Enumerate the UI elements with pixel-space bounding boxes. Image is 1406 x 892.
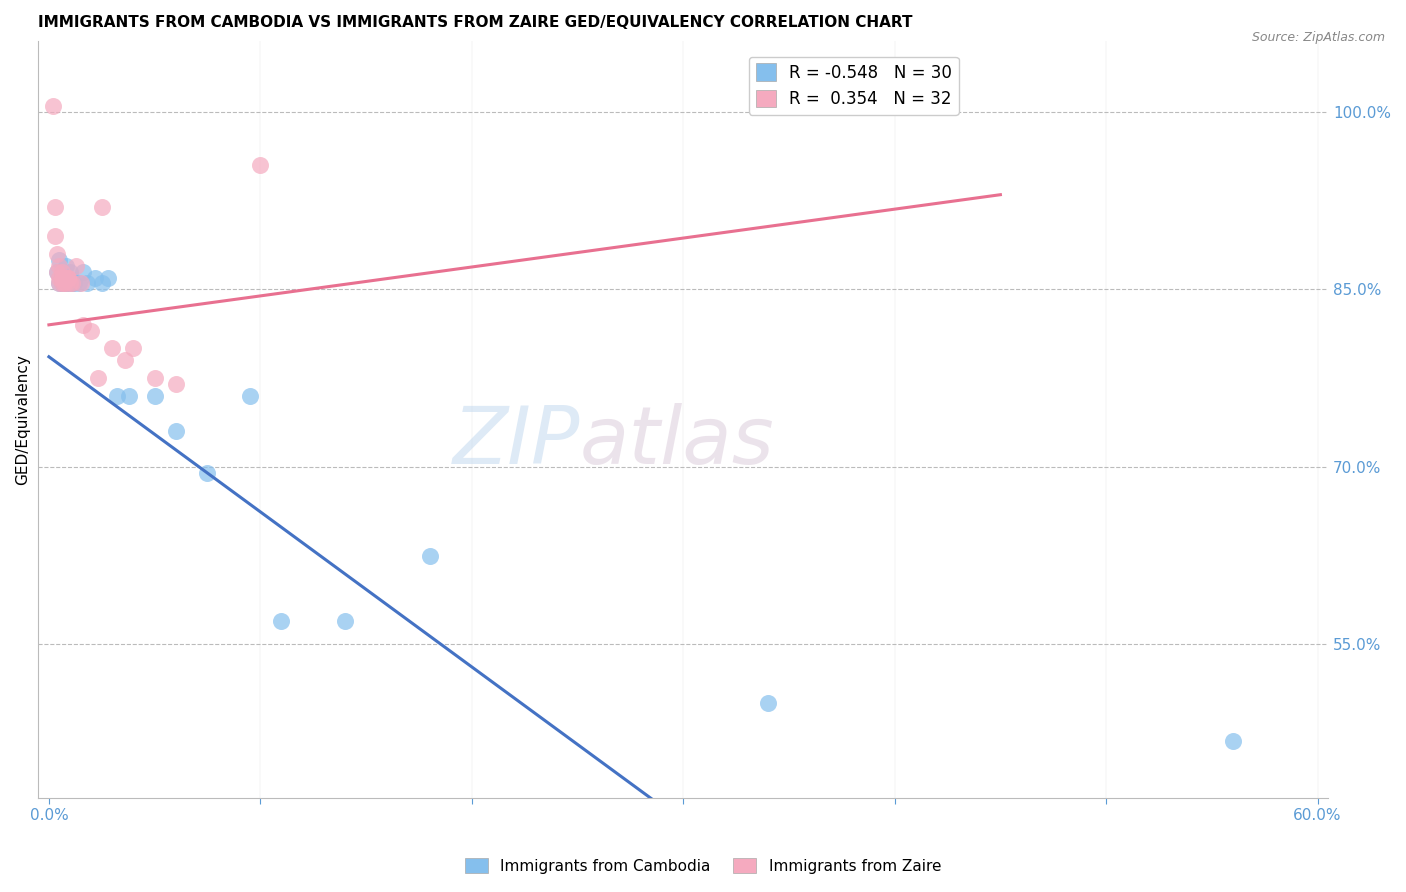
Point bbox=[76, 277, 98, 291]
Point bbox=[90, 277, 112, 291]
Point bbox=[59, 264, 82, 278]
Point bbox=[46, 264, 69, 278]
Point bbox=[333, 614, 356, 628]
Point bbox=[48, 259, 70, 273]
Point bbox=[86, 371, 108, 385]
Point bbox=[48, 252, 70, 267]
Point bbox=[44, 200, 66, 214]
Point bbox=[84, 270, 107, 285]
Point bbox=[56, 277, 79, 291]
Legend: Immigrants from Cambodia, Immigrants from Zaire: Immigrants from Cambodia, Immigrants fro… bbox=[458, 852, 948, 880]
Point bbox=[105, 389, 128, 403]
Point bbox=[165, 376, 187, 391]
Point bbox=[51, 270, 73, 285]
Point bbox=[51, 277, 73, 291]
Point bbox=[52, 270, 75, 285]
Point bbox=[249, 158, 271, 172]
Point bbox=[122, 342, 145, 356]
Text: Source: ZipAtlas.com: Source: ZipAtlas.com bbox=[1251, 31, 1385, 45]
Text: IMMIGRANTS FROM CAMBODIA VS IMMIGRANTS FROM ZAIRE GED/EQUIVALENCY CORRELATION CH: IMMIGRANTS FROM CAMBODIA VS IMMIGRANTS F… bbox=[38, 15, 912, 30]
Point bbox=[56, 270, 79, 285]
Point bbox=[67, 277, 90, 291]
Point bbox=[46, 264, 69, 278]
Point bbox=[52, 270, 75, 285]
Point bbox=[101, 342, 124, 356]
Point bbox=[72, 264, 94, 278]
Point bbox=[48, 277, 70, 291]
Point bbox=[60, 277, 83, 291]
Point bbox=[197, 466, 219, 480]
Point bbox=[143, 371, 166, 385]
Point bbox=[55, 259, 77, 273]
Point bbox=[118, 389, 141, 403]
Point bbox=[51, 277, 73, 291]
Point bbox=[51, 270, 73, 285]
Point bbox=[114, 353, 136, 368]
Point bbox=[55, 270, 77, 285]
Point bbox=[239, 389, 262, 403]
Point bbox=[72, 318, 94, 332]
Point bbox=[42, 99, 65, 113]
Point bbox=[69, 277, 91, 291]
Point bbox=[56, 270, 79, 285]
Point bbox=[46, 247, 69, 261]
Point bbox=[65, 259, 87, 273]
Point bbox=[270, 614, 292, 628]
Point bbox=[90, 200, 112, 214]
Point bbox=[80, 324, 103, 338]
Point bbox=[48, 270, 70, 285]
Point bbox=[55, 277, 77, 291]
Point bbox=[55, 277, 77, 291]
Point bbox=[52, 277, 75, 291]
Point bbox=[44, 229, 66, 244]
Text: atlas: atlas bbox=[581, 403, 775, 481]
Point bbox=[418, 549, 440, 563]
Point bbox=[97, 270, 120, 285]
Legend: R = -0.548   N = 30, R =  0.354   N = 32: R = -0.548 N = 30, R = 0.354 N = 32 bbox=[749, 57, 959, 115]
Point bbox=[63, 277, 86, 291]
Point bbox=[51, 264, 73, 278]
Point bbox=[143, 389, 166, 403]
Point bbox=[756, 697, 779, 711]
Point bbox=[1222, 734, 1244, 748]
Point bbox=[48, 277, 70, 291]
Text: ZIP: ZIP bbox=[453, 403, 581, 481]
Point bbox=[60, 277, 83, 291]
Point bbox=[59, 277, 82, 291]
Y-axis label: GED/Equivalency: GED/Equivalency bbox=[15, 354, 30, 485]
Point bbox=[165, 425, 187, 439]
